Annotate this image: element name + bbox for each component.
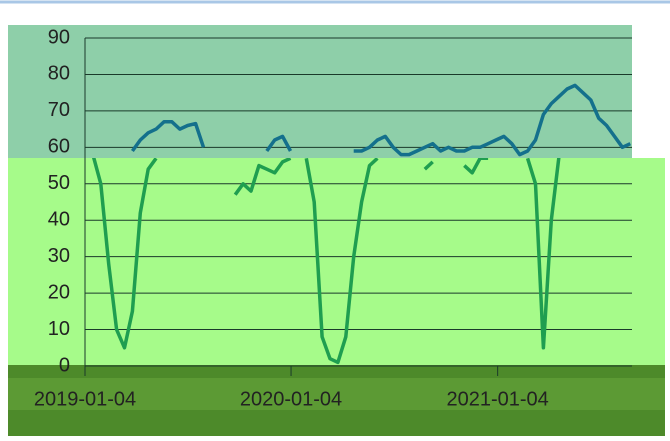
middle-band [8,158,665,365]
x-tick-label: 2019-01-04 [34,388,136,410]
series-line [92,158,561,365]
labels: 0 10 20 30 40 50 60 70 80 90 2019-01-04 2020-01-04 2… [34,26,549,410]
y-tick-label: 40 [48,209,70,231]
lines [92,83,632,365]
y-tick-label: 0 [59,354,70,376]
top-band [8,25,632,158]
x-tick-label: 2021-01-04 [446,388,548,410]
x-tick-label: 2020-01-04 [240,388,342,410]
y-tick-label: 90 [48,26,70,48]
bottom-stripe [8,378,665,410]
y-tick-label: 60 [48,136,70,158]
y-tick-label: 80 [48,63,70,85]
y-tick-label: 10 [48,318,70,340]
y-tick-label: 30 [48,245,70,267]
y-tick-label: 20 [48,281,70,303]
series-line [130,83,632,157]
y-tick-label: 70 [48,99,70,121]
y-tick-label: 50 [48,172,70,194]
